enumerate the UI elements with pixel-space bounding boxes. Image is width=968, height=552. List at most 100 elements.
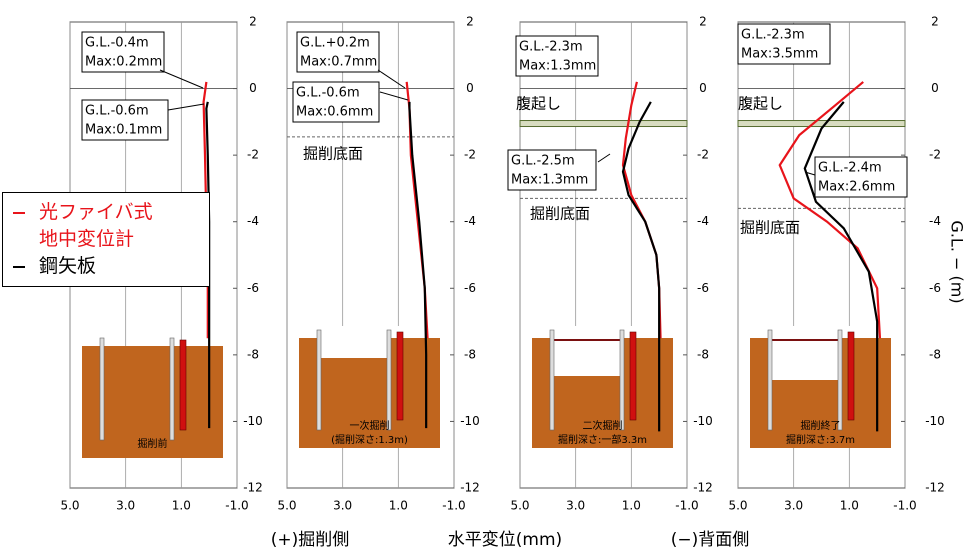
x-tick-label: 3.0 <box>333 499 352 513</box>
annotation-text: G.L.-2.3m <box>519 40 583 55</box>
page: (+)掘削側 水平変位(mm) (−)背面側 G.L. − (m) 5.0 3.0… <box>0 0 968 552</box>
sheet-pile <box>100 338 104 440</box>
y-tick-label: 2 <box>699 15 707 29</box>
y-tick-label: -2 <box>697 148 709 162</box>
y-tick-label: -6 <box>464 281 476 295</box>
x-tick-label: 3.0 <box>566 499 585 513</box>
y-tick-label: -10 <box>693 414 713 428</box>
y-tick-label: -4 <box>929 214 941 228</box>
annotation-text: Max:1.3mm <box>519 59 596 74</box>
annotation-text: G.L.-0.4m <box>85 36 149 51</box>
excavation <box>552 338 622 376</box>
sheet-pile <box>387 330 391 430</box>
annotation-text: Max:3.5mm <box>741 47 818 62</box>
y-tick-label: 0 <box>249 81 257 95</box>
legend-label: 光ファイバ式 地中変位計 <box>39 199 153 253</box>
y-tick-label: -8 <box>697 347 709 361</box>
fiber-sensor <box>180 340 186 430</box>
x-tick-label: -1.0 <box>893 499 916 513</box>
legend-marker <box>13 266 25 268</box>
legend-label: 鋼矢板 <box>39 253 96 280</box>
x-tick-label: 3.0 <box>116 499 135 513</box>
annotation-text: G.L.-0.6m <box>296 86 360 101</box>
x-label-right: (−)背面側 <box>671 530 750 550</box>
annotation-text: Max:1.3mm <box>511 173 588 188</box>
y-tick-label: 0 <box>466 81 474 95</box>
annotation-text: Max:0.1mm <box>85 123 162 138</box>
inset-caption: 一次掘削 <box>350 419 390 432</box>
y-tick-label: -2 <box>464 148 476 162</box>
y-tick-label: -6 <box>697 281 709 295</box>
legend-entry: 光ファイバ式 地中変位計 <box>11 199 201 253</box>
waler-label: 腹起し <box>516 95 561 113</box>
waler <box>738 121 905 127</box>
y-tick-label: 0 <box>699 81 707 95</box>
x-tick-label: -1.0 <box>225 499 248 513</box>
sheet-pile <box>317 330 321 430</box>
excavation <box>319 338 389 358</box>
sheet-pile <box>838 330 842 430</box>
inset-caption: 掘削深さ:一部3.3m <box>558 433 647 446</box>
y-tick-label: -4 <box>464 214 476 228</box>
x-tick-label: 5.0 <box>60 499 79 513</box>
y-tick-label: -12 <box>243 481 263 495</box>
y-tick-label: -6 <box>929 281 941 295</box>
panel: 5.0 3.0 1.0 -1.0 2 0 -2 -4 -6 -8 -10 -12 一次掘削(掘削深さ:1… <box>277 15 479 513</box>
y-label: G.L. − (m) <box>948 220 967 303</box>
y-tick-label: -10 <box>460 414 480 428</box>
legend: 光ファイバ式 地中変位計鋼矢板 <box>2 192 210 287</box>
annotation-text: Max:0.6mm <box>296 105 373 120</box>
excavation-bottom-label: 掘削底面 <box>303 145 363 163</box>
waler <box>520 121 687 127</box>
legend-marker <box>13 212 25 214</box>
x-tick-label: 5.0 <box>277 499 296 513</box>
annotation-text: G.L.-2.3m <box>741 28 805 43</box>
inset-caption: 掘削前 <box>138 437 168 450</box>
sheet-pile <box>620 330 624 430</box>
x-tick-label: 1.0 <box>840 499 859 513</box>
x-label: 水平変位(mm) <box>448 530 562 550</box>
fiber-sensor <box>630 332 636 420</box>
sheet-pile <box>768 330 772 430</box>
x-tick-label: -1.0 <box>675 499 698 513</box>
inset-caption: 掘削終了 <box>801 419 841 432</box>
sheet-pile <box>170 338 174 440</box>
annotation-text: Max:0.2mm <box>85 55 162 70</box>
y-tick-label: -8 <box>464 347 476 361</box>
y-tick-label: -2 <box>247 148 259 162</box>
x-tick-label: 5.0 <box>510 499 529 513</box>
x-label-left: (+)掘削側 <box>271 530 350 550</box>
annotation-text: Max:0.7mm <box>300 55 377 70</box>
x-tick-label: 3.0 <box>784 499 803 513</box>
y-tick-label: -8 <box>929 347 941 361</box>
y-tick-label: -12 <box>693 481 713 495</box>
inset-caption: 二次掘削 <box>583 419 623 432</box>
excavation-bottom-label: 掘削底面 <box>530 205 590 223</box>
legend-entry: 鋼矢板 <box>11 253 201 280</box>
sheet-pile <box>550 330 554 430</box>
y-tick-label: 0 <box>931 81 939 95</box>
x-tick-label: 5.0 <box>728 499 747 513</box>
y-tick-label: -12 <box>925 481 945 495</box>
inset-caption: 掘削深さ:3.7m <box>786 433 855 446</box>
waler-label: 腹起し <box>738 95 783 113</box>
annotation-text: Max:2.6mm <box>818 180 895 195</box>
annotation-text: G.L.+0.2m <box>300 36 370 51</box>
y-tick-label: -8 <box>247 347 259 361</box>
x-tick-label: 1.0 <box>172 499 191 513</box>
inset-caption: (掘削深さ:1.3m) <box>331 433 408 446</box>
x-tick-label: 1.0 <box>389 499 408 513</box>
y-tick-label: -10 <box>243 414 263 428</box>
y-tick-label: -4 <box>247 214 259 228</box>
y-tick-label: -12 <box>460 481 480 495</box>
x-tick-label: -1.0 <box>442 499 465 513</box>
fiber-sensor <box>397 332 403 420</box>
y-tick-label: 2 <box>931 15 939 29</box>
y-tick-label: -4 <box>697 214 709 228</box>
y-tick-label: 2 <box>466 15 474 29</box>
y-tick-label: 2 <box>249 15 257 29</box>
y-tick-label: -2 <box>929 148 941 162</box>
annotation-text: G.L.-2.5m <box>511 154 575 169</box>
annotation-text: G.L.-0.6m <box>85 104 149 119</box>
